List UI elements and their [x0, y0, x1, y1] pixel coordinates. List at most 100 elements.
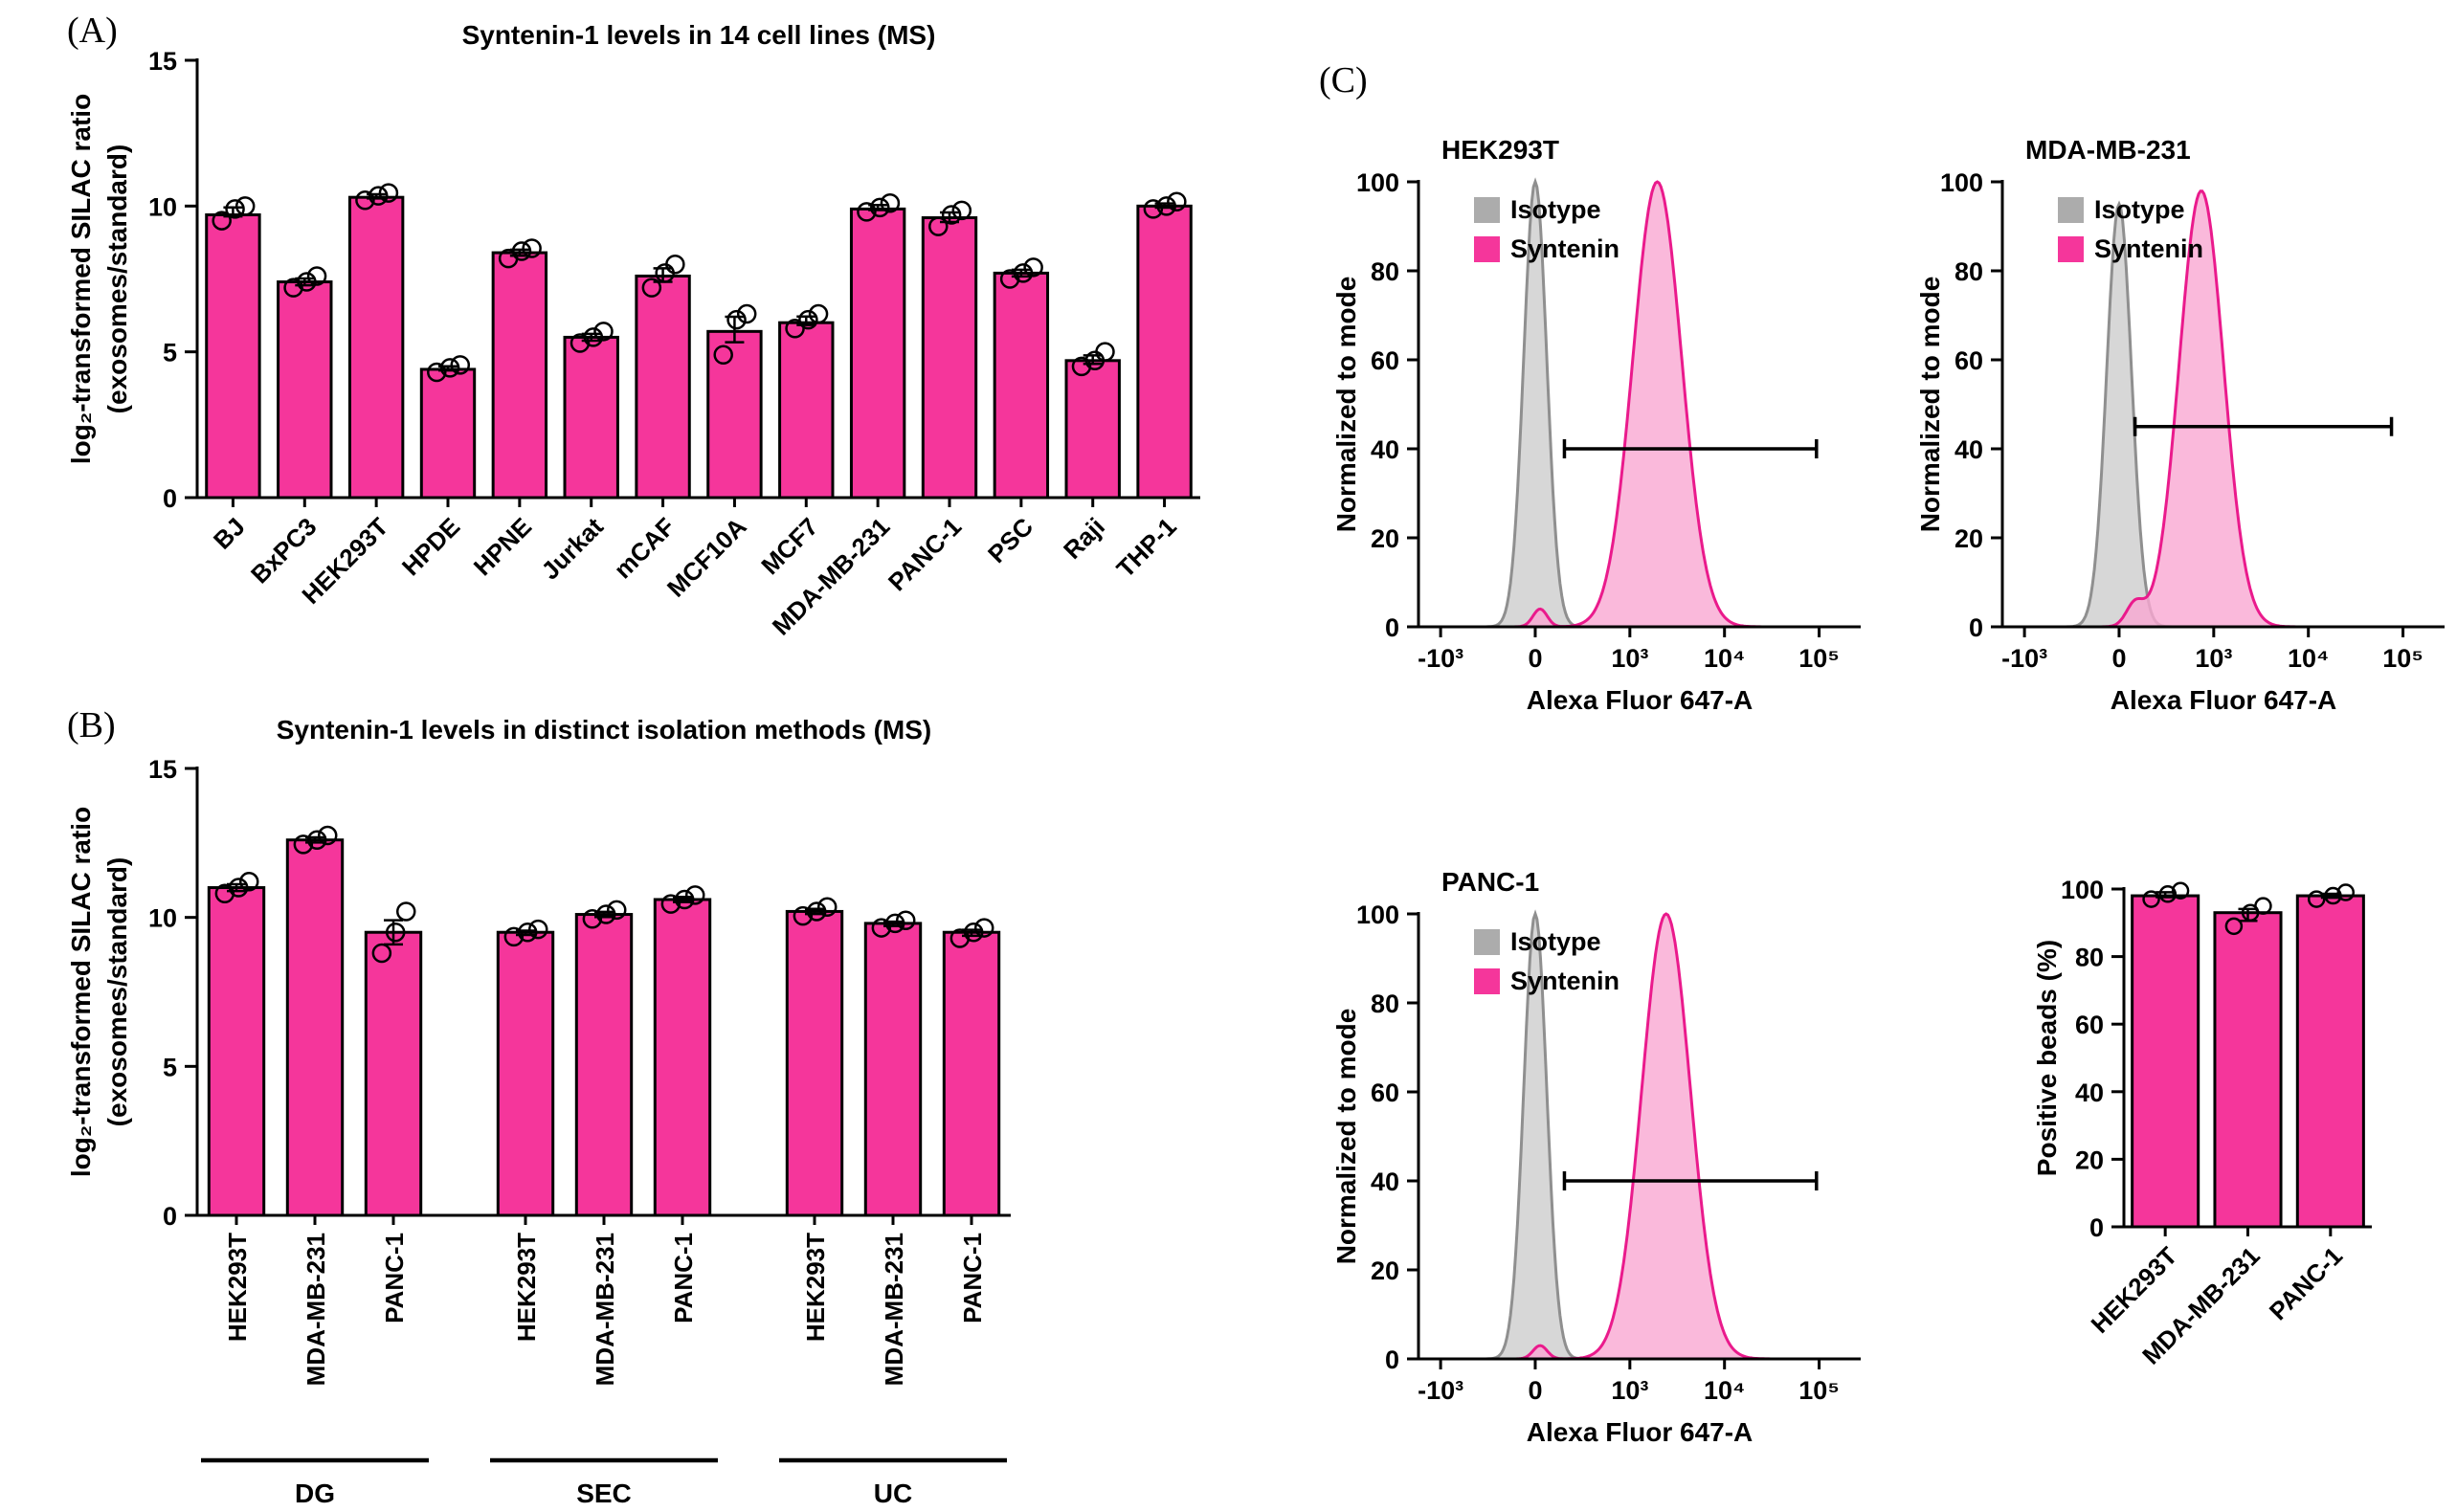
svg-text:10: 10	[148, 904, 177, 933]
svg-text:THP-1: THP-1	[1110, 512, 1181, 583]
svg-text:15: 15	[148, 47, 177, 76]
svg-text:log₂-transformed SILAC ratio: log₂-transformed SILAC ratio	[66, 807, 96, 1177]
gate-marker	[2133, 416, 2394, 436]
svg-text:40: 40	[1954, 435, 1983, 464]
svg-text:MDA-MB-231: MDA-MB-231	[591, 1233, 619, 1386]
data-points	[2142, 881, 2356, 936]
svg-text:HEK293T: HEK293T	[801, 1233, 830, 1342]
svg-text:-10³: -10³	[1418, 1376, 1463, 1405]
svg-text:Alexa Fluor 647-A: Alexa Fluor 647-A	[1527, 685, 1753, 715]
bar-chart-isolation-methods: 0 5 10 15 Syntenin-1 levels in distinct isol…	[66, 715, 1011, 1508]
svg-text:Syntenin-1 levels in distinct: Syntenin-1 levels in distinct isolation …	[277, 715, 932, 745]
svg-text:10³: 10³	[2195, 644, 2232, 673]
svg-text:HEK293T: HEK293T	[223, 1233, 252, 1342]
svg-text:PANC-1: PANC-1	[1441, 867, 1539, 897]
svg-text:Alexa Fluor 647-A: Alexa Fluor 647-A	[1527, 1417, 1753, 1447]
svg-text:(exosomes/standard): (exosomes/standard)	[102, 857, 132, 1127]
gate-marker	[1562, 1171, 1819, 1190]
svg-text:20: 20	[1371, 1256, 1399, 1285]
svg-text:PANC-1: PANC-1	[669, 1233, 698, 1323]
svg-text:Normalized to mode: Normalized to mode	[1331, 1009, 1361, 1265]
svg-text:Normalized to mode: Normalized to mode	[1331, 277, 1361, 533]
svg-text:15: 15	[148, 755, 177, 784]
svg-text:10⁴: 10⁴	[1704, 1376, 1745, 1405]
svg-text:PANC-1: PANC-1	[882, 512, 967, 596]
svg-text:40: 40	[1371, 1167, 1399, 1196]
svg-text:-10³: -10³	[1418, 644, 1463, 673]
svg-text:80: 80	[2075, 944, 2104, 972]
svg-text:100: 100	[1940, 168, 1983, 197]
svg-text:Syntenin: Syntenin	[1510, 967, 1619, 995]
svg-text:-10³: -10³	[2001, 644, 2047, 673]
panel-label-c: (C)	[1319, 60, 1368, 100]
svg-text:MDA-MB-231: MDA-MB-231	[880, 1233, 908, 1386]
axes: 0 20 40 60 80 100 -10³ 0 10³ 10⁴ 10⁵	[1356, 168, 1861, 673]
svg-text:MDA-MB-231: MDA-MB-231	[2025, 135, 2191, 165]
svg-text:Normalized to mode: Normalized to mode	[1915, 277, 1945, 533]
svg-text:Isotype: Isotype	[1510, 195, 1601, 224]
svg-text:60: 60	[1371, 346, 1399, 375]
svg-text:(exosomes/standard): (exosomes/standard)	[102, 145, 132, 414]
flow-histogram-panc-1: 0 20 40 60 80 100 -10³ 0 10³ 10⁴ 10⁵ Isotype Synteni…	[1331, 867, 1861, 1447]
svg-text:60: 60	[2075, 1011, 2104, 1039]
labels: MDA-MB-231 Alexa Fluor 647-A Normalized to…	[1915, 135, 2336, 715]
labels: Syntenin-1 levels in distinct isolation …	[66, 715, 1007, 1508]
svg-text:0: 0	[2111, 644, 2126, 673]
svg-text:Alexa Fluor 647-A: Alexa Fluor 647-A	[2111, 685, 2337, 715]
svg-text:Isotype: Isotype	[1510, 927, 1601, 956]
svg-text:40: 40	[2075, 1078, 2104, 1107]
svg-text:5: 5	[163, 339, 177, 367]
bar-chart-cell-lines: 0 5 10 15 Syntenin-1 levels in 14 cell lines…	[66, 20, 1200, 641]
svg-text:UC: UC	[874, 1479, 912, 1508]
svg-text:0: 0	[163, 1202, 177, 1231]
svg-text:PANC-1: PANC-1	[380, 1233, 409, 1323]
axes: 0 20 40 60 80 100 -10³ 0 10³ 10⁴ 10⁵	[1356, 901, 1861, 1405]
svg-text:DG: DG	[295, 1479, 335, 1508]
labels: PANC-1 Alexa Fluor 647-A Normalized to mod…	[1331, 867, 1753, 1447]
data-points	[214, 825, 994, 964]
svg-text:0: 0	[2089, 1213, 2104, 1242]
axes: 0 20 40 60 80 100 -10³ 0 10³ 10⁴ 10⁵	[1940, 168, 2445, 673]
svg-text:MCF7: MCF7	[755, 512, 823, 580]
svg-text:PSC: PSC	[982, 512, 1039, 568]
svg-text:20: 20	[1371, 524, 1399, 553]
svg-text:10³: 10³	[1611, 644, 1648, 673]
svg-text:10⁵: 10⁵	[2382, 644, 2423, 673]
svg-text:100: 100	[1356, 901, 1399, 929]
flow-histogram-hek293t: 0 20 40 60 80 100 -10³ 0 10³ 10⁴ 10⁵ Isotype Synteni…	[1331, 135, 1861, 715]
bars	[205, 195, 1193, 500]
svg-text:10: 10	[148, 192, 177, 221]
svg-text:Syntenin: Syntenin	[2094, 234, 2203, 263]
bars	[2131, 894, 2365, 1229]
svg-text:0: 0	[1528, 1376, 1542, 1405]
legend: Isotype Syntenin	[1474, 195, 1619, 263]
svg-text:60: 60	[1954, 346, 1983, 375]
svg-text:HEK293T: HEK293T	[1441, 135, 1559, 165]
svg-text:log₂-transformed SILAC ratio: log₂-transformed SILAC ratio	[66, 94, 96, 464]
svg-text:Syntenin-1 levels in 14 cell l: Syntenin-1 levels in 14 cell lines (MS)	[462, 20, 936, 50]
svg-text:0: 0	[1528, 644, 1542, 673]
svg-text:10³: 10³	[1611, 1376, 1648, 1405]
svg-text:80: 80	[1954, 257, 1983, 286]
svg-text:80: 80	[1371, 257, 1399, 286]
svg-text:HPNE: HPNE	[468, 512, 537, 581]
svg-text:0: 0	[1969, 613, 1983, 642]
svg-text:HPDE: HPDE	[396, 512, 465, 581]
svg-text:PANC-1: PANC-1	[958, 1233, 987, 1323]
svg-text:MCF10A: MCF10A	[661, 512, 752, 603]
svg-text:PANC-1: PANC-1	[2264, 1241, 2348, 1325]
svg-text:Positive beads (%): Positive beads (%)	[2032, 940, 2062, 1176]
svg-text:20: 20	[2075, 1145, 2104, 1174]
svg-text:Raji: Raji	[1058, 512, 1110, 565]
svg-text:10⁵: 10⁵	[1798, 1376, 1840, 1405]
panel-label-a: (A)	[67, 11, 118, 51]
svg-text:SEC: SEC	[576, 1479, 632, 1508]
svg-text:100: 100	[2061, 876, 2104, 904]
svg-text:80: 80	[1371, 989, 1399, 1018]
svg-text:Syntenin: Syntenin	[1510, 234, 1619, 263]
svg-text:60: 60	[1371, 1078, 1399, 1107]
data-points	[212, 183, 1187, 383]
svg-text:HEK293T: HEK293T	[512, 1233, 541, 1342]
svg-text:10⁴: 10⁴	[1704, 644, 1745, 673]
